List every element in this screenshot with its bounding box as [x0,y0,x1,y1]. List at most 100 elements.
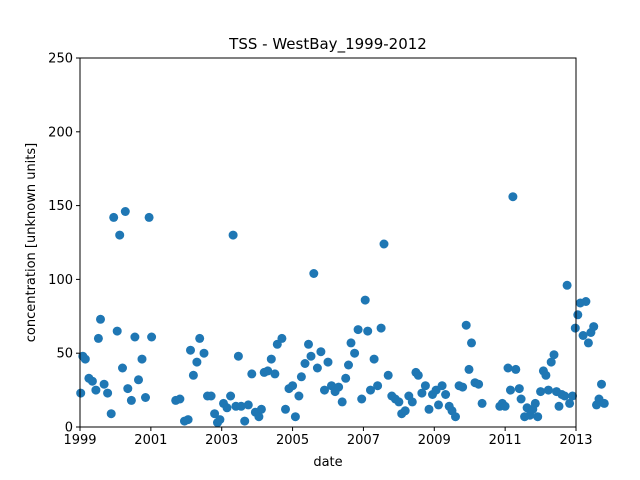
data-point [516,394,526,404]
data-point [394,397,404,407]
data-point [578,331,588,340]
data-point [543,385,553,395]
data-point [508,192,518,202]
data-point [123,384,133,394]
data-point [256,404,266,414]
data-point [109,212,119,222]
data-point [236,401,246,411]
data-point [597,379,606,389]
data-point [366,385,375,395]
data-point [417,388,427,398]
data-point [290,412,300,422]
data-point [369,354,379,364]
data-point [533,412,543,422]
data-point [373,381,383,391]
data-point [350,348,360,358]
data-point [195,333,205,343]
data-point [296,372,306,382]
data-point [337,397,347,407]
data-point [464,364,474,374]
x-tick-label: 2001 [134,433,167,448]
data-point [263,366,273,376]
data-points [76,192,609,428]
data-point [80,354,90,364]
data-point [530,398,540,408]
data-point [91,385,101,395]
data-point [474,379,484,389]
plot-frame [79,57,577,428]
data-point [199,348,209,358]
data-point [188,370,198,380]
data-point [506,385,515,395]
y-tick-label: 0 [65,421,73,436]
data-point [546,357,556,367]
x-tick-label: 2009 [418,433,451,448]
data-point [130,332,140,342]
data-point [334,382,344,392]
data-point [147,332,157,342]
data-point [120,207,130,216]
data-point [344,360,353,370]
data-point [451,412,460,422]
data-point [106,409,116,419]
x-tick-label: 2007 [347,433,380,448]
data-point [266,354,276,364]
x-tick-label: 2013 [559,433,592,448]
data-point [103,388,113,398]
data-point [281,404,290,414]
data-point [360,295,370,305]
data-point [461,320,471,330]
data-point [376,323,386,333]
data-point [500,401,510,411]
data-point [141,393,150,402]
data-point [300,359,310,368]
data-point [581,297,591,306]
data-point [226,391,236,401]
x-tick-label: 2011 [489,433,522,448]
data-point [549,350,559,360]
data-point [228,230,238,240]
data-point [76,388,86,398]
data-point [536,387,546,397]
x-tick-label: 2005 [276,433,309,448]
data-point [277,333,287,343]
data-point [573,310,583,320]
data-point [599,398,609,408]
y-tick-label: 50 [56,347,73,362]
y-tick-label: 150 [48,199,73,214]
data-point [304,339,313,349]
data-point [568,391,577,401]
data-point [309,269,319,278]
data-point [210,409,220,419]
data-point [137,354,147,364]
data-point [383,370,393,380]
data-point [294,391,304,401]
data-point [420,381,430,391]
data-point [134,375,143,385]
data-point [215,415,225,425]
x-axis-title: date [313,455,342,470]
data-point [240,416,250,426]
x-axis: 1999 2001 2003 2005 2007 2009 2011 2013 [63,427,593,448]
x-tick-label: 1999 [63,433,96,448]
data-point [323,357,333,367]
data-point [560,391,570,401]
data-point [458,382,468,392]
data-point [424,404,434,414]
y-tick-label: 100 [48,273,73,288]
data-point [441,390,451,399]
data-point [243,400,253,410]
data-point [288,381,298,391]
data-point [93,333,103,343]
data-point [467,338,476,348]
y-axis-title: concentration [unknown units] [24,143,39,342]
data-point [400,406,410,416]
chart-title: TSS - WestBay_1999-2012 [228,35,427,54]
data-point [353,325,363,335]
data-point [233,351,243,361]
data-point [514,384,524,394]
data-point [477,398,487,408]
data-point [175,394,185,404]
data-point [254,412,264,422]
